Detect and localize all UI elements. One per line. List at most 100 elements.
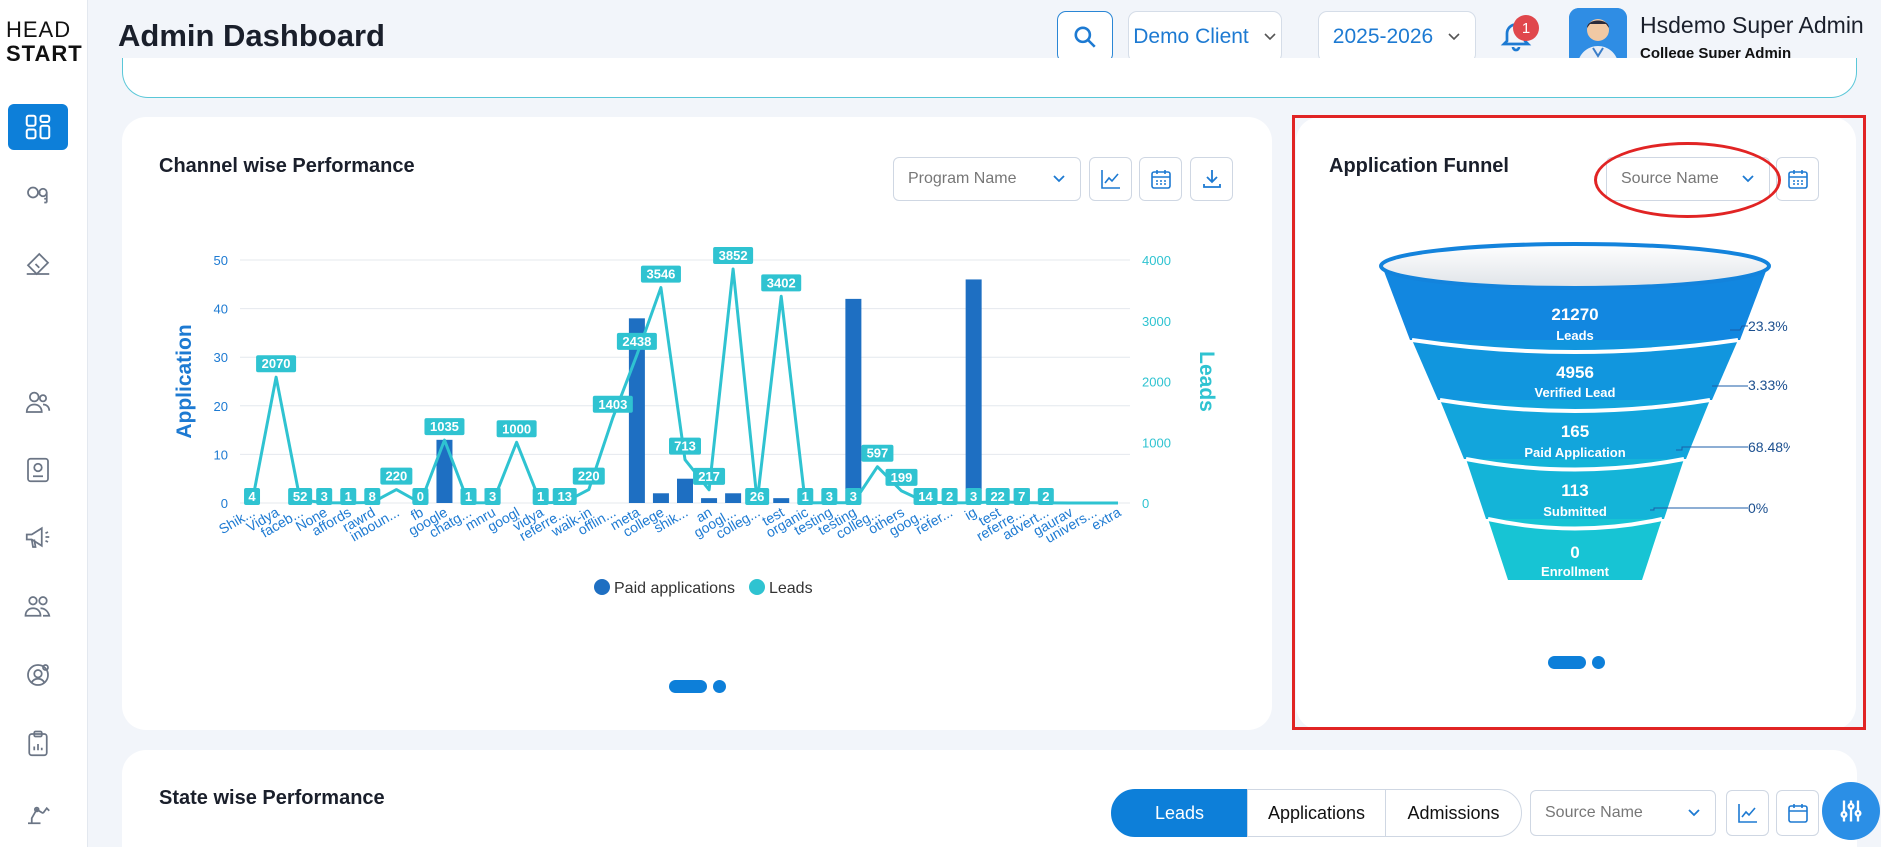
- leads-data-label: 713: [674, 439, 696, 454]
- funnel-carousel-pager[interactable]: [1548, 656, 1605, 669]
- leads-data-label: 220: [385, 469, 407, 484]
- funnel-label-enrollment: Enrollment: [1541, 564, 1610, 579]
- calendar-icon: [1150, 170, 1171, 189]
- settings-user-icon[interactable]: [8, 652, 68, 698]
- y-axis-title: Application: [173, 324, 196, 438]
- leads-data-label-box: [288, 488, 313, 505]
- state-date-filter-button[interactable]: [1776, 790, 1819, 836]
- leads-data-label-box: [745, 488, 770, 505]
- state-source-select[interactable]: Source Name: [1530, 790, 1716, 836]
- leads-data-label-box: [316, 488, 333, 505]
- leads-data-label: 14: [918, 489, 933, 504]
- conversion-rate-3: 68.48%: [1748, 439, 1790, 455]
- funnel-date-filter-button[interactable]: [1776, 157, 1819, 201]
- funnel-card-title: Application Funnel: [1329, 155, 1509, 177]
- leads-data-label-box: [380, 467, 413, 485]
- leads-data-label: 13: [557, 489, 571, 504]
- funnel-stage-4[interactable]: [1466, 459, 1684, 519]
- bar-paid-applications: [845, 298, 862, 503]
- dashboard-icon[interactable]: [8, 104, 68, 150]
- keys-icon[interactable]: [8, 172, 68, 218]
- filters-fab-button[interactable]: [1822, 782, 1880, 840]
- chevron-down-icon: [1448, 33, 1460, 41]
- leads-data-label: 52: [293, 489, 307, 504]
- funnel-value-verified: 4956: [1556, 363, 1594, 382]
- search-icon: [1074, 26, 1096, 48]
- chart-type-button[interactable]: [1089, 157, 1132, 201]
- profile-card-icon[interactable]: [8, 447, 68, 493]
- clipboard-chart-icon[interactable]: [8, 721, 68, 767]
- leads-data-label: 1: [345, 489, 352, 504]
- funnel-label-verified: Verified Lead: [1535, 385, 1616, 400]
- leads-data-label: 597: [867, 446, 889, 461]
- chevron-down-icon: [1688, 809, 1700, 817]
- y2-tick-label: 4000: [1142, 253, 1171, 268]
- line-chart-icon: [1737, 804, 1757, 823]
- leads-data-label-box: [845, 488, 862, 505]
- leads-data-label: 3: [826, 489, 833, 504]
- calendar-icon: [1787, 804, 1808, 823]
- users-icon[interactable]: [8, 379, 68, 425]
- search-button[interactable]: [1057, 11, 1113, 63]
- chart-legend: Paid applications Leads: [594, 579, 813, 598]
- program-name-placeholder: Program Name: [908, 170, 1017, 187]
- funnel-stage-2[interactable]: [1412, 340, 1738, 400]
- leads-data-label-box: [496, 420, 537, 438]
- leads-data-label-box: [364, 488, 381, 505]
- legend-label-paid: Paid applications: [614, 580, 735, 597]
- robot-arm-icon[interactable]: [8, 789, 68, 835]
- y-tick-label: 30: [214, 350, 228, 365]
- summary-strip: [122, 58, 1857, 98]
- funnel-stage-3[interactable]: [1440, 400, 1710, 459]
- pager-active[interactable]: [1548, 656, 1586, 669]
- funnel-label-paid: Paid Application: [1524, 445, 1625, 460]
- pager-dot[interactable]: [713, 680, 726, 693]
- state-chart-type-button[interactable]: [1726, 790, 1769, 836]
- y-tick-label: 0: [221, 496, 228, 511]
- tab-leads[interactable]: Leads: [1111, 789, 1248, 837]
- download-icon: [1202, 170, 1221, 188]
- page-title: Admin Dashboard: [118, 18, 385, 53]
- team-icon[interactable]: [8, 584, 68, 630]
- legend-item-paid[interactable]: Paid applications: [594, 579, 735, 598]
- leads-data-label: 3546: [646, 267, 675, 282]
- leads-data-label-box: [941, 488, 958, 505]
- download-button[interactable]: [1190, 157, 1233, 201]
- leads-data-label: 3: [321, 489, 328, 504]
- user-role: College Super Admin: [1640, 45, 1792, 62]
- date-filter-button[interactable]: [1139, 157, 1182, 201]
- leads-data-label: 1: [802, 489, 809, 504]
- funnel-stage-5[interactable]: [1488, 519, 1662, 580]
- leads-data-label: 26: [750, 489, 764, 504]
- leads-data-label: 1403: [598, 397, 627, 412]
- leads-data-label: 3: [850, 489, 857, 504]
- tab-admissions[interactable]: Admissions: [1385, 789, 1522, 837]
- leads-data-label: 1035: [430, 419, 459, 434]
- annotation-highlight-ellipse: [1594, 142, 1781, 218]
- leads-data-label-box: [244, 488, 261, 505]
- leads-data-label-box: [1013, 488, 1030, 505]
- pager-active[interactable]: [669, 680, 707, 693]
- megaphone-icon[interactable]: [8, 514, 68, 560]
- channel-carousel-pager[interactable]: [669, 680, 726, 693]
- y-tick-label: 40: [214, 302, 228, 317]
- client-select[interactable]: Demo Client: [1128, 11, 1282, 63]
- leads-data-label-box: [616, 332, 657, 350]
- app-logo[interactable]: HEAD START: [6, 17, 83, 66]
- leads-data-label-box: [885, 468, 918, 486]
- bar-paid-applications: [436, 439, 453, 503]
- leads-data-label-box: [340, 488, 357, 505]
- legend-item-leads[interactable]: Leads: [748, 579, 813, 598]
- tag-icon[interactable]: [8, 241, 68, 287]
- pager-dot[interactable]: [1592, 656, 1605, 669]
- funnel-label-submitted: Submitted: [1543, 504, 1607, 519]
- program-name-select[interactable]: Program Name: [893, 157, 1081, 201]
- legend-label-leads: Leads: [768, 580, 813, 597]
- year-select[interactable]: 2025-2026: [1318, 11, 1476, 63]
- notification-badge: 1: [1513, 15, 1539, 41]
- leads-data-label: 2438: [622, 334, 651, 349]
- leads-data-label: 22: [990, 489, 1004, 504]
- avatar[interactable]: [1569, 8, 1627, 66]
- tab-applications[interactable]: Applications: [1247, 789, 1386, 837]
- bar-paid-applications: [965, 279, 982, 503]
